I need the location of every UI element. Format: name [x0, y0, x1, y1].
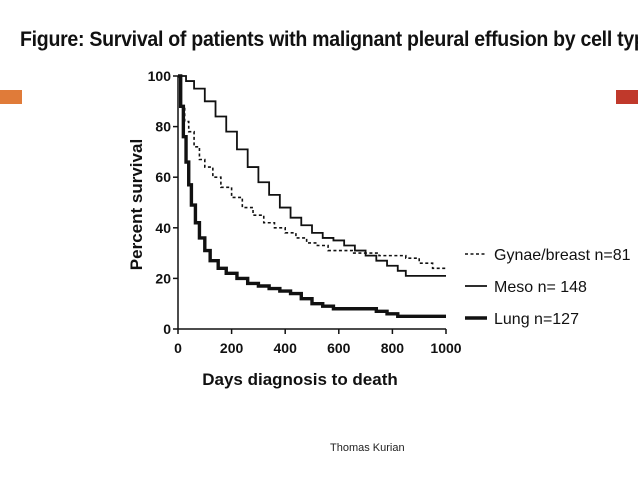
x-tick-label: 400 [274, 340, 298, 356]
y-tick-label: 60 [155, 169, 171, 185]
legend-label-1: Gynae/breast n=81 [494, 247, 631, 264]
credit-text: Thomas Kurian [330, 442, 405, 454]
x-tick-label: 600 [327, 340, 351, 356]
right-accent-bar [616, 90, 638, 104]
x-tick-label: 800 [381, 340, 405, 356]
x-tick-label: 0 [174, 340, 182, 356]
y-tick-label: 40 [155, 220, 171, 236]
y-tick-label: 80 [155, 119, 171, 135]
series-line-2 [178, 75, 446, 277]
legend-label-2: Meso n= 148 [494, 279, 587, 296]
y-tick-label: 0 [163, 321, 171, 337]
x-tick-label: 200 [220, 340, 244, 356]
chart-series-lines [178, 74, 446, 319]
chart-legend: Gynae/breast n=81 Meso n= 148 Lung n=127 [465, 247, 631, 328]
legend-label-3: Lung n=127 [494, 311, 579, 328]
y-tick-label: 100 [148, 68, 172, 84]
slide-title: Figure: Survival of patients with malign… [20, 28, 638, 51]
y-axis-label: Percent survival [127, 139, 146, 270]
left-accent-bar [0, 90, 22, 104]
y-tick-label: 20 [155, 270, 171, 286]
x-tick-label: 1000 [430, 340, 461, 356]
x-axis-label: Days diagnosis to death [202, 370, 398, 389]
series-line-3 [178, 74, 446, 319]
series-line-1 [178, 75, 446, 270]
